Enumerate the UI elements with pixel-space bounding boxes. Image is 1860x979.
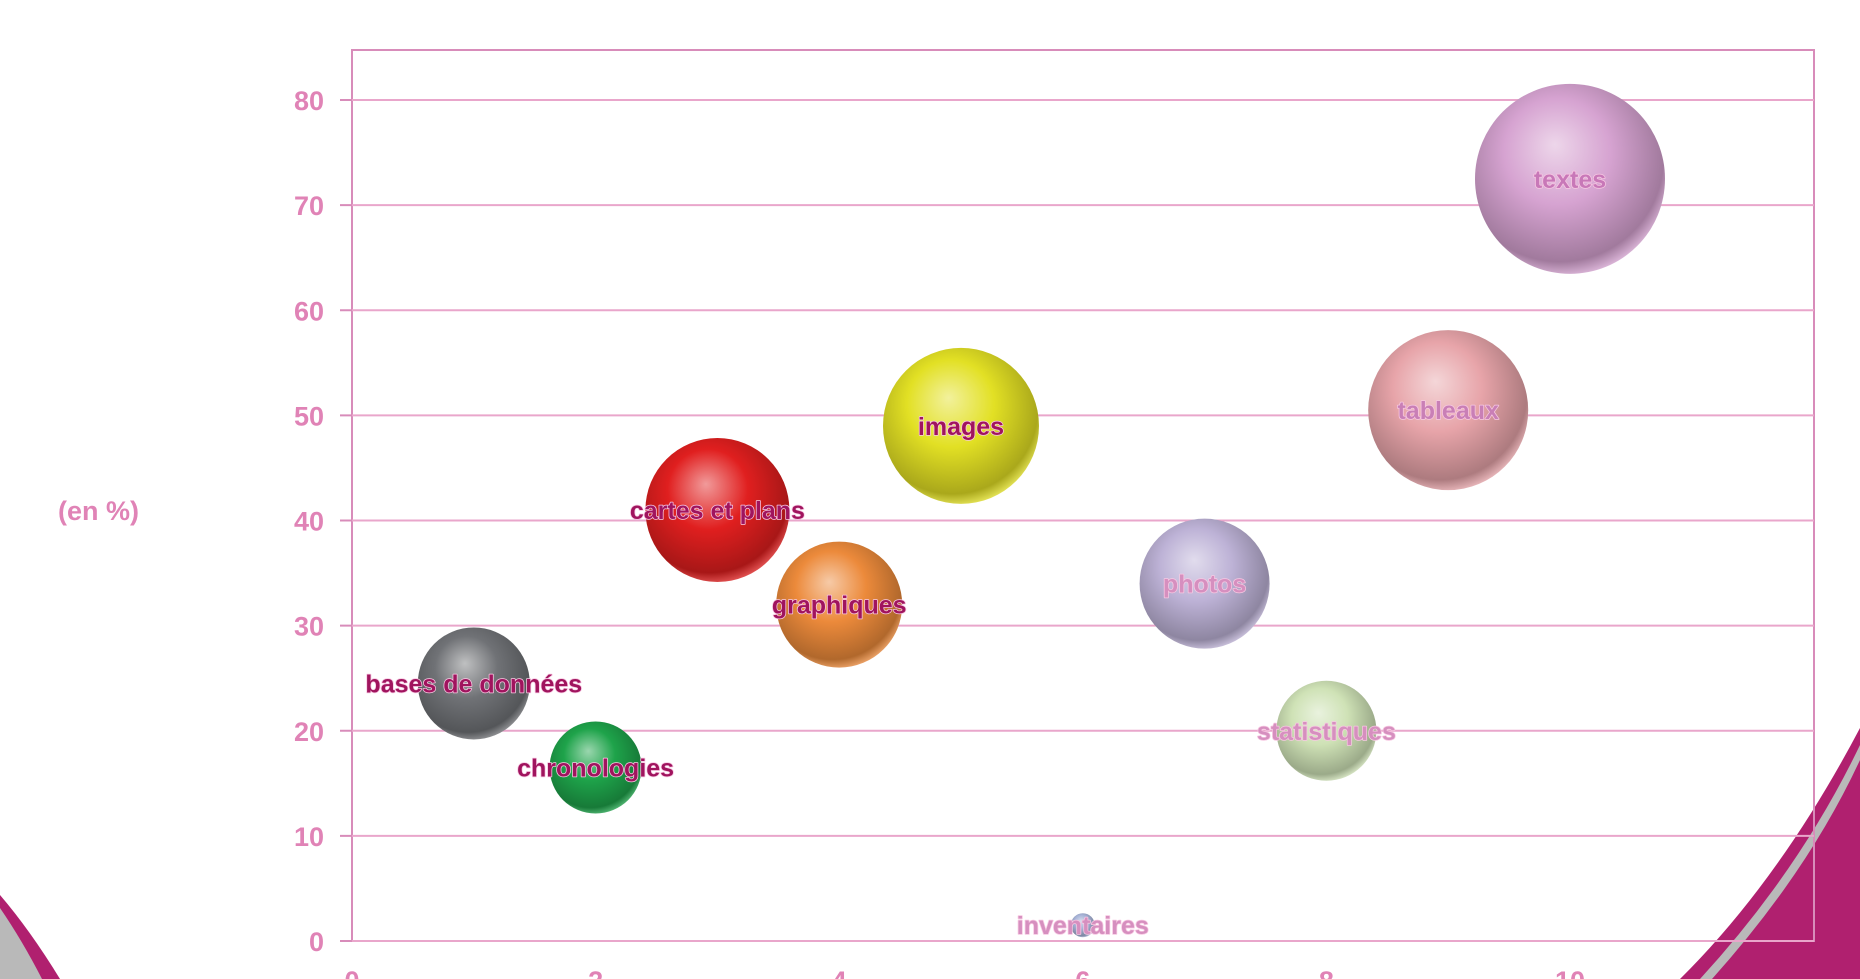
x-tick-label-0: 0 <box>344 966 359 979</box>
bubble-label-layer: textes tableaux images cartes et plans photo… <box>365 165 1607 941</box>
bubble-layer <box>417 83 1665 938</box>
bubble-label-statistiques: statistiques <box>1257 718 1396 746</box>
y-tick-label-60: 60 <box>294 296 324 326</box>
bubble-bases-de-données <box>417 627 530 740</box>
bubble-label-chronologies: chronologies <box>517 755 674 783</box>
x-tick-label-6: 6 <box>1075 966 1090 979</box>
bubble-chronologies <box>549 721 642 814</box>
x-tick-label-8: 8 <box>1319 966 1334 979</box>
x-tick-label-4: 4 <box>832 966 847 979</box>
y-axis-label: (en %) <box>58 496 139 526</box>
bubble-inventaires <box>1070 913 1095 938</box>
bubble-cartes-et-plans <box>645 437 790 582</box>
y-tick-label-40: 40 <box>294 507 324 537</box>
bubble-images <box>883 347 1039 504</box>
bubble-label-photos: photos <box>1163 571 1246 599</box>
bubble-label-cartes-et-plans: cartes et plans <box>630 497 805 525</box>
y-tick-label-20: 20 <box>294 717 324 747</box>
corner-swoosh-left-inner <box>0 908 42 979</box>
y-tick-label-30: 30 <box>294 612 324 642</box>
y-tick-label-70: 70 <box>294 191 324 221</box>
bubble-label-tableaux: tableaux <box>1397 397 1499 425</box>
x-tick-label-2: 2 <box>588 966 603 979</box>
bubble-label-bases-de-données: bases de données <box>365 670 582 698</box>
bubble-statistiques <box>1276 680 1377 781</box>
y-tick-label-0: 0 <box>309 927 324 957</box>
bubble-graphiques <box>776 541 903 668</box>
tick-label-layer: 0 10 20 30 40 50 60 70 80 0 2 4 6 8 10 <box>294 86 1585 979</box>
bubble-label-images: images <box>918 413 1004 441</box>
bubble-label-textes: textes <box>1534 166 1606 194</box>
bubble-label-inventaires: inventaires <box>1017 912 1149 940</box>
bubble-photos <box>1139 518 1270 649</box>
bubble-textes <box>1475 83 1665 274</box>
bubble-tableaux <box>1368 330 1529 491</box>
x-tick-label-10: 10 <box>1555 966 1585 979</box>
y-tick-label-80: 80 <box>294 86 324 116</box>
bubble-label-graphiques: graphiques <box>772 592 907 620</box>
y-tick-label-10: 10 <box>294 822 324 852</box>
y-tick-label-50: 50 <box>294 401 324 431</box>
